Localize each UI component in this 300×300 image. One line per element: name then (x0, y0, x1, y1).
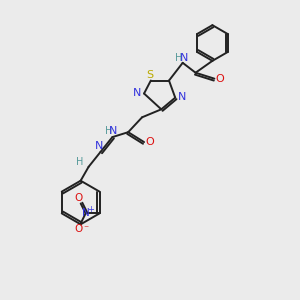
Text: H: H (105, 126, 112, 136)
Text: O: O (75, 193, 83, 202)
Text: ⁻: ⁻ (83, 224, 88, 234)
Text: H: H (76, 157, 83, 167)
Text: N: N (82, 208, 89, 218)
Text: N: N (133, 88, 141, 98)
Text: N: N (95, 141, 104, 151)
Text: N: N (109, 126, 118, 136)
Text: O: O (75, 224, 83, 234)
Text: N: N (178, 92, 186, 102)
Text: S: S (146, 70, 153, 80)
Text: +: + (87, 205, 94, 214)
Text: N: N (179, 53, 188, 63)
Text: O: O (146, 137, 154, 147)
Text: O: O (215, 74, 224, 84)
Text: H: H (175, 53, 182, 63)
